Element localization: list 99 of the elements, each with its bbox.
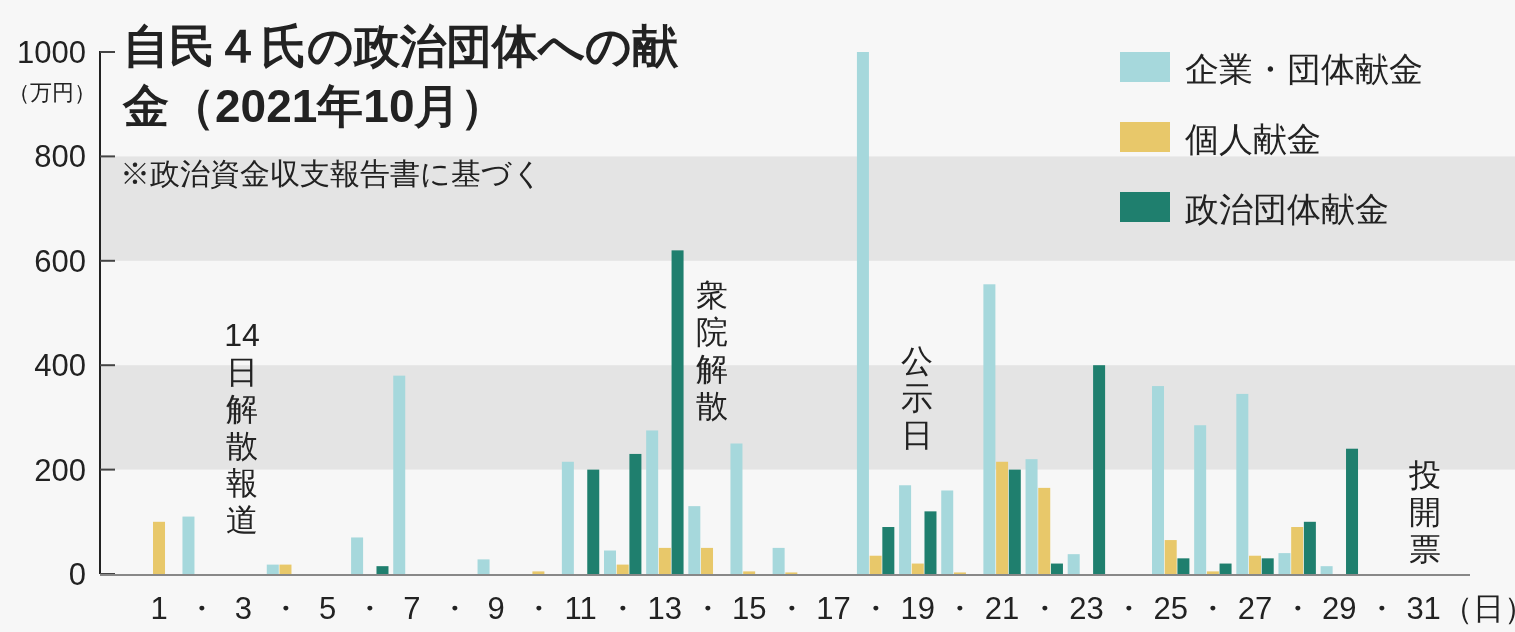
x-tick-label: 9 xyxy=(487,591,505,626)
x-tick-label: 23 xyxy=(1069,591,1104,626)
bar xyxy=(688,506,701,574)
x-tick-label: 21 xyxy=(984,591,1020,626)
annotation: 投開票 xyxy=(1408,457,1441,567)
bar xyxy=(1164,540,1177,574)
x-tick-label: ・ xyxy=(1365,591,1397,626)
bar xyxy=(604,550,617,574)
bar xyxy=(869,555,882,574)
bar xyxy=(924,511,937,574)
x-tick-label: 13 xyxy=(647,591,683,626)
x-tick-label: ・ xyxy=(944,591,976,626)
bar xyxy=(882,527,895,574)
bar xyxy=(351,537,364,574)
bar xyxy=(587,469,600,574)
bar xyxy=(911,563,924,574)
x-tick-label: ・ xyxy=(354,591,386,626)
x-tick-label: 5 xyxy=(319,591,337,626)
x-tick-label: ・ xyxy=(1113,591,1145,626)
bar xyxy=(1152,386,1165,574)
bar xyxy=(646,430,659,574)
x-tick-label: 27 xyxy=(1237,591,1273,626)
bar xyxy=(393,375,406,574)
x-tick-label: 17 xyxy=(816,591,851,626)
x-tick-label: 29 xyxy=(1322,591,1357,626)
bar xyxy=(1067,554,1080,574)
y-tick-label: 400 xyxy=(34,348,86,384)
x-tick-label: 1 xyxy=(150,591,168,626)
bar xyxy=(1291,527,1304,574)
bar xyxy=(532,571,545,574)
bar xyxy=(1093,365,1106,574)
x-tick-label: 11 xyxy=(564,591,597,626)
bar xyxy=(772,547,785,574)
x-tick-label: 31 xyxy=(1406,591,1441,626)
bar xyxy=(1346,448,1359,574)
legend-label: 政治団体献金 xyxy=(1185,190,1389,228)
annotation: 衆院解散 xyxy=(696,277,728,424)
bar xyxy=(279,564,292,574)
chart-title: 自民４氏の政治団体への献金（2021年10月） xyxy=(122,20,679,132)
annotation: ※政治資金収支報告書に基づく xyxy=(120,157,543,190)
x-tick-label: ・ xyxy=(691,591,723,626)
bar xyxy=(1236,393,1249,574)
bar xyxy=(701,547,714,574)
bar xyxy=(477,559,490,574)
bar xyxy=(1025,459,1038,574)
y-axis-title: （万円） xyxy=(8,80,96,105)
bar xyxy=(629,453,642,574)
bar xyxy=(266,564,279,574)
annotation: 公示日 xyxy=(901,343,933,453)
bar xyxy=(1219,563,1232,574)
x-tick-label: ・ xyxy=(1281,591,1313,626)
x-tick-label: 3 xyxy=(234,591,252,626)
x-tick-label: ・ xyxy=(438,591,470,626)
x-axis-title: （日） xyxy=(1441,591,1515,626)
bar xyxy=(1206,571,1219,574)
y-tick-label: 1000 xyxy=(17,35,86,70)
x-tick-label: ・ xyxy=(775,591,807,626)
legend-label: 個人献金 xyxy=(1185,120,1321,158)
x-tick-label: 15 xyxy=(731,591,767,626)
bar xyxy=(1278,553,1291,574)
x-tick-label: ・ xyxy=(185,591,217,626)
bar xyxy=(899,485,912,574)
bar xyxy=(1038,487,1051,574)
x-tick-label: ・ xyxy=(860,591,892,626)
bar xyxy=(856,52,869,574)
x-tick-label: ・ xyxy=(269,591,301,626)
bar xyxy=(561,461,574,574)
y-tick-label: 800 xyxy=(34,139,86,175)
bar xyxy=(996,461,1009,574)
bar xyxy=(1320,566,1333,574)
bar xyxy=(376,566,389,574)
bar xyxy=(1177,558,1190,574)
bar xyxy=(1050,563,1063,574)
bar xyxy=(1303,521,1316,574)
bar xyxy=(1249,555,1262,574)
bar xyxy=(1261,558,1274,574)
x-tick-label: ・ xyxy=(607,591,639,626)
bar xyxy=(671,250,684,574)
bar xyxy=(658,547,671,574)
bar xyxy=(983,284,996,574)
bar xyxy=(153,521,166,574)
bar xyxy=(730,443,743,574)
bar xyxy=(743,571,756,574)
x-tick-label: 19 xyxy=(900,591,936,626)
y-tick-label: 0 xyxy=(68,557,86,592)
bar xyxy=(182,516,195,574)
y-tick-label: 600 xyxy=(34,243,86,279)
x-tick-label: 25 xyxy=(1153,591,1188,626)
x-tick-label: ・ xyxy=(1197,591,1229,626)
y-tick-label: 200 xyxy=(34,452,86,488)
bar xyxy=(616,564,629,574)
x-tick-label: ・ xyxy=(522,591,554,626)
bar xyxy=(1008,469,1021,574)
annotation: 14日解散報道 xyxy=(224,317,260,538)
bar xyxy=(941,490,954,574)
x-tick-label: 7 xyxy=(403,591,421,626)
bar xyxy=(1194,425,1207,574)
x-tick-label: ・ xyxy=(1028,591,1060,626)
legend-label: 企業・団体献金 xyxy=(1185,50,1423,88)
